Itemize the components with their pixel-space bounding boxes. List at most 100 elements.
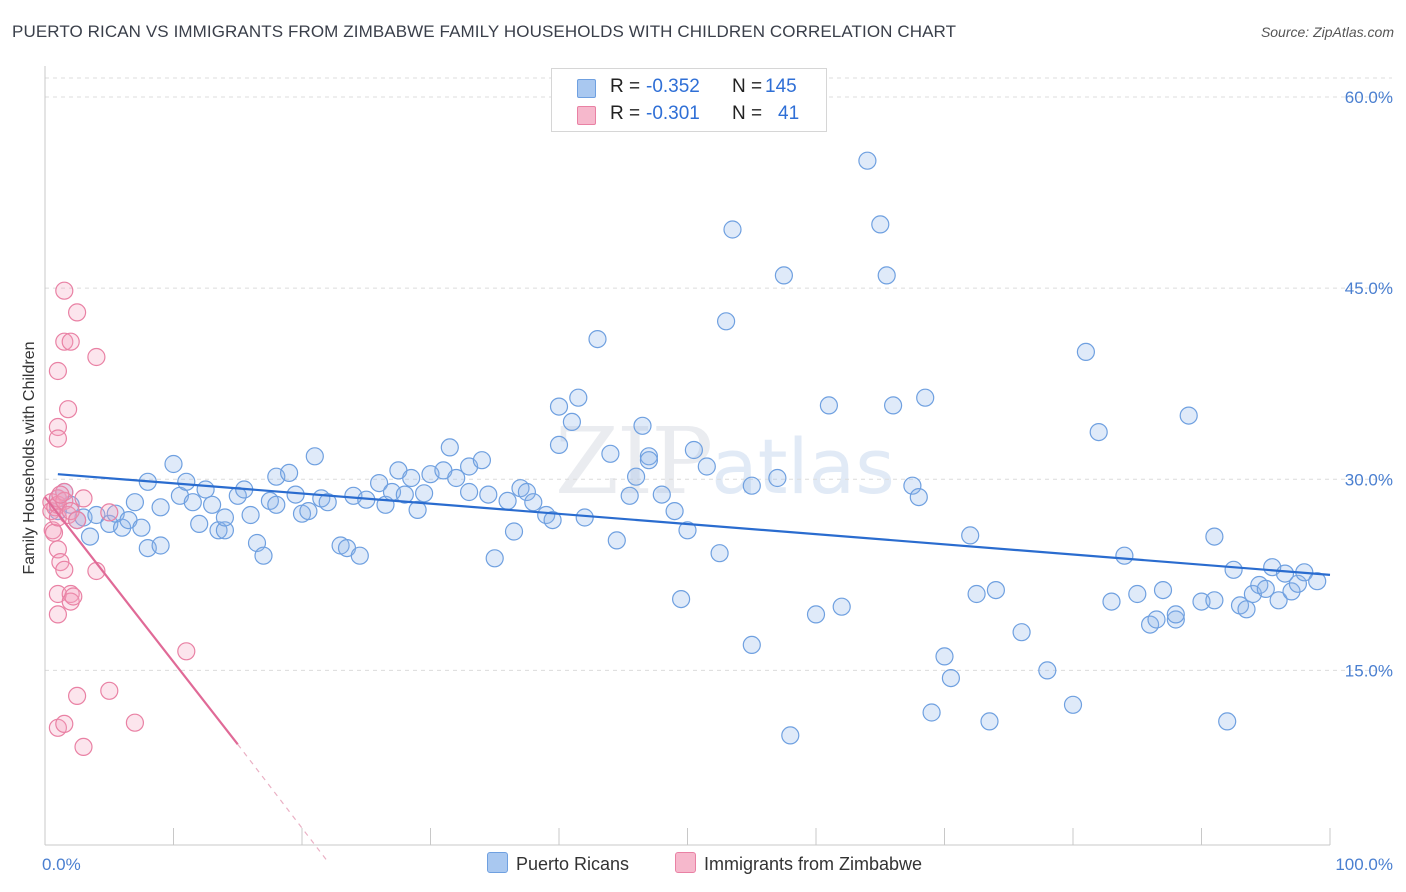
data-point: [48, 605, 68, 624]
data-point: [684, 440, 704, 460]
data-point: [190, 514, 209, 534]
data-point: [370, 474, 389, 493]
data-point: [280, 463, 299, 482]
legend-r-value: -0.301: [646, 103, 700, 124]
correlation-legend: R = -0.352 N = 145 R = -0.301 N = 41: [551, 68, 827, 132]
data-point: [1089, 423, 1108, 442]
data-point: [100, 503, 119, 522]
data-point: [51, 485, 70, 504]
data-point: [781, 726, 800, 745]
data-point: [652, 485, 671, 504]
legend-item-zimbabwe: Immigrants from Zimbabwe: [675, 852, 922, 875]
data-point: [517, 482, 537, 502]
legend-label: Immigrants from Zimbabwe: [704, 854, 923, 874]
data-point: [562, 412, 582, 431]
y-tick-label: 30.0%: [1345, 470, 1393, 489]
legend-r-value: -0.352: [646, 76, 700, 97]
data-point: [67, 686, 87, 706]
data-point: [151, 536, 170, 555]
legend-n-value: 145: [765, 76, 797, 97]
data-point: [620, 486, 639, 505]
trend-lines: [44, 473, 1331, 862]
legend-r-label: R =: [610, 103, 641, 124]
data-point: [1224, 560, 1243, 579]
data-point: [549, 397, 569, 416]
data-point: [55, 714, 74, 734]
data-point: [665, 502, 684, 521]
data-point: [543, 510, 562, 530]
data-point: [569, 388, 588, 407]
data-point: [447, 468, 466, 488]
data-point: [961, 526, 980, 545]
data-point: [678, 521, 697, 540]
data-point: [61, 584, 80, 604]
data-point: [74, 489, 93, 508]
data-point: [55, 560, 74, 579]
data-point: [215, 521, 234, 540]
data-point: [877, 266, 896, 285]
data-point: [164, 454, 183, 474]
chart-source: Source: ZipAtlas.com: [1260, 24, 1394, 40]
data-point: [286, 485, 305, 504]
data-point: [1275, 564, 1295, 583]
data-point: [1205, 527, 1224, 546]
data-point: [909, 488, 928, 507]
data-point: [1153, 580, 1173, 600]
data-point: [61, 332, 80, 351]
data-point: [67, 303, 87, 322]
data-point: [1269, 591, 1288, 610]
data-point: [415, 484, 434, 503]
data-point: [916, 388, 935, 407]
data-point: [626, 467, 646, 486]
data-point: [716, 312, 736, 331]
watermark-atlas: atlas: [711, 422, 895, 511]
legend-item-puerto-ricans: Puerto Ricans: [487, 852, 629, 875]
legend-swatch-blue: [487, 852, 508, 873]
data-point: [806, 605, 826, 624]
y-axis-label: Family Households with Children: [21, 342, 38, 575]
legend-row-puerto-ricans: R = -0.352 N = 145: [552, 74, 826, 100]
data-point: [74, 737, 93, 757]
data-point: [1205, 591, 1224, 610]
data-point: [472, 451, 491, 470]
data-point: [241, 505, 260, 525]
data-point: [742, 476, 761, 495]
legend-n-value: 41: [778, 103, 800, 124]
legend-swatch-blue: [577, 79, 596, 98]
data-point: [723, 220, 742, 239]
data-point: [215, 508, 234, 527]
y-tick-label: 60.0%: [1345, 88, 1393, 107]
data-point: [183, 493, 202, 512]
legend-label: Puerto Ricans: [516, 854, 630, 874]
data-point: [1218, 712, 1237, 731]
data-point: [64, 587, 83, 606]
data-point: [203, 495, 222, 514]
data-point: [858, 151, 877, 170]
data-point: [1128, 584, 1147, 604]
data-point: [967, 584, 986, 604]
data-point: [575, 508, 594, 527]
data-point: [1256, 579, 1275, 599]
zimbabwe-points: [42, 281, 196, 757]
data-point: [588, 330, 607, 349]
data-point: [980, 712, 999, 731]
data-point: [151, 498, 170, 517]
data-point: [1038, 661, 1057, 680]
data-point: [55, 332, 74, 351]
data-point: [485, 549, 504, 568]
y-tick-label: 45.0%: [1345, 279, 1393, 298]
data-point: [1115, 546, 1134, 565]
legend-swatch-pink: [675, 852, 696, 873]
data-point: [80, 527, 100, 546]
data-point: [350, 546, 369, 565]
data-point: [1288, 574, 1308, 593]
data-point: [1166, 610, 1185, 629]
data-point: [299, 502, 318, 521]
trend-line-puerto-ricans: [57, 473, 1331, 576]
data-point: [498, 491, 517, 510]
data-point: [460, 482, 479, 502]
data-point: [1282, 582, 1301, 601]
data-point: [671, 589, 691, 609]
data-point: [607, 531, 626, 550]
